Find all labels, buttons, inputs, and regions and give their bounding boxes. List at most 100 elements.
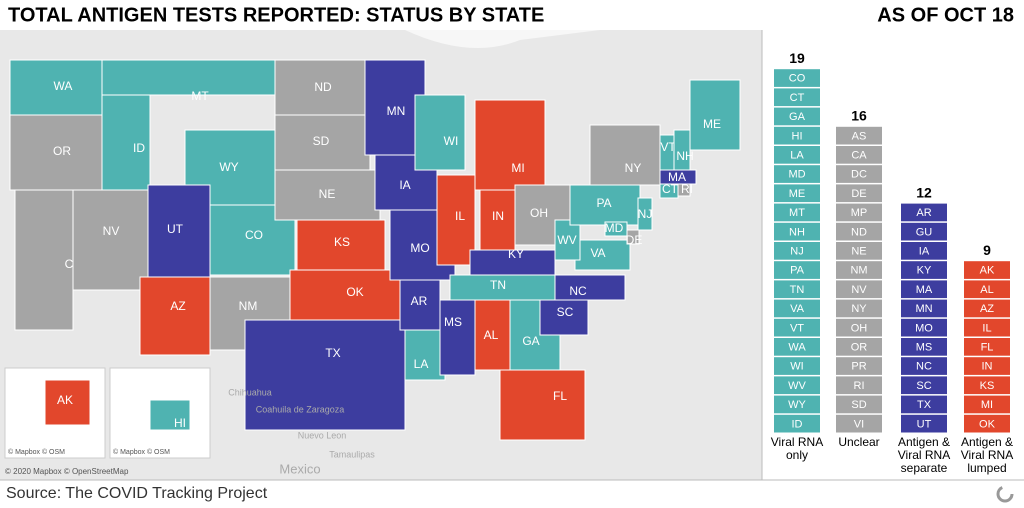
state-label: MS [444, 315, 462, 329]
date: AS OF OCT 18 [877, 4, 1014, 26]
state-box [774, 318, 820, 337]
state-shape [554, 219, 581, 261]
place-name: Tamaulipas [329, 449, 375, 459]
state-box-label: MN [915, 303, 932, 315]
state-label: ME [703, 117, 721, 131]
state-box-label: KS [980, 380, 995, 392]
state-label: NV [103, 224, 120, 238]
state-shape [147, 184, 211, 278]
state-box-label: KY [917, 265, 932, 277]
state-box [836, 184, 882, 203]
state-box-label: MT [789, 207, 805, 219]
state-label: VA [590, 246, 605, 260]
state-box [836, 338, 882, 356]
state-box [836, 222, 882, 241]
water [405, 30, 600, 48]
state-box [774, 88, 820, 107]
state-box-label: OH [851, 322, 868, 334]
state-label: MN [387, 104, 406, 118]
state-label: ID [133, 141, 145, 155]
state-box [964, 318, 1010, 337]
state-box [964, 376, 1010, 395]
state-box [901, 242, 947, 260]
state-box [901, 203, 947, 222]
state-shape [474, 299, 511, 371]
state-box-label: TN [790, 284, 805, 296]
state-box-label: WV [788, 380, 806, 392]
state-shape [604, 221, 628, 237]
state-label: SC [557, 305, 574, 319]
state-label: CT [662, 182, 679, 196]
state-box-label: NM [850, 265, 867, 277]
status-columns: 19 CO CT GA HI LA MD ME MT NH NJ PA TN VA VT WA WI WV WY ID… [771, 50, 1013, 475]
state-box [774, 280, 820, 299]
state-shape [554, 274, 626, 301]
state-box [901, 280, 947, 299]
state-shape [439, 299, 476, 376]
state-shape [9, 114, 106, 191]
state-shape [274, 59, 366, 116]
state-shape [399, 279, 441, 331]
state-shape [404, 329, 446, 381]
inset-attribution: © Mapbox © OSM [8, 448, 65, 456]
state-box [901, 414, 947, 433]
state-label: IN [492, 209, 504, 223]
state-label: PA [596, 196, 611, 210]
state-box-label: NJ [790, 246, 803, 258]
state-shape [101, 59, 276, 96]
state-shape [469, 249, 556, 276]
place-name: Mexico [279, 461, 320, 476]
state-label: IL [455, 209, 465, 223]
place-name: Chihuahua [228, 387, 272, 397]
title: TOTAL ANTIGEN TESTS REPORTED: STATUS BY … [8, 4, 544, 26]
state-shape [9, 59, 103, 116]
state-label: AK [57, 393, 73, 407]
state-box [774, 107, 820, 126]
state-box-label: OR [851, 342, 868, 354]
state-box [964, 280, 1010, 299]
state-label: MD [605, 221, 624, 235]
state-label: UT [167, 222, 184, 236]
state-label: SD [313, 134, 330, 148]
state-box-label: GU [916, 226, 933, 238]
state-box [901, 261, 947, 279]
state-label: DE [626, 233, 643, 247]
column-count: 9 [983, 242, 991, 258]
state-box [836, 165, 882, 183]
state-label: LA [414, 357, 429, 371]
state-label: CO [245, 228, 263, 242]
state-box-label: DE [851, 188, 866, 200]
state-label: OK [346, 285, 363, 299]
state-box [964, 395, 1010, 414]
state-box-label: VI [854, 418, 864, 430]
state-label: AR [411, 294, 428, 308]
state-label: GA [522, 334, 539, 348]
state-box [774, 222, 820, 241]
state-box [774, 165, 820, 183]
state-shape [414, 94, 466, 171]
state-label: VT [660, 140, 676, 154]
state-box-label: MO [915, 322, 933, 334]
state-label: TN [490, 278, 506, 292]
state-box-label: ND [851, 226, 867, 238]
state-box-label: AR [916, 207, 931, 219]
state-box [774, 69, 820, 87]
state-shape [101, 89, 151, 191]
state-box-label: IN [982, 361, 993, 373]
state-shape [289, 269, 401, 321]
column-label: Antigen & Viral RNA separate [897, 436, 951, 475]
state-box [774, 242, 820, 260]
state-box [901, 318, 947, 337]
state-box [901, 357, 947, 375]
state-box-label: PR [851, 361, 866, 373]
state-box [836, 242, 882, 260]
state-box-label: GA [789, 111, 806, 123]
state-box-label: MS [916, 342, 933, 354]
state-box-label: MA [916, 284, 933, 296]
state-label: HI [174, 416, 186, 430]
state-box-label: MP [851, 207, 868, 219]
state-box [774, 376, 820, 395]
state-box [836, 299, 882, 318]
state-box [836, 395, 882, 414]
